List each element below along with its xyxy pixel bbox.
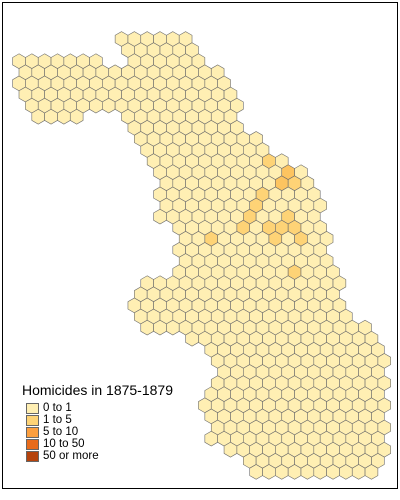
legend-swatch	[26, 402, 39, 414]
legend-label: 50 or more	[43, 450, 99, 462]
legend-item-50-or-more: 50 or more	[22, 450, 173, 462]
legend-swatch	[26, 438, 39, 450]
legend-item-0-to-1: 0 to 1	[22, 402, 173, 414]
legend-swatch	[26, 414, 39, 426]
legend-label: 10 to 50	[43, 438, 85, 450]
hex-cell	[69, 108, 84, 125]
hex-cell	[364, 464, 379, 480]
legend-label: 0 to 1	[43, 402, 72, 414]
legend-title: Homicides in 1875-1879	[22, 382, 173, 398]
legend-swatch	[26, 426, 39, 438]
hexbin-map	[12, 31, 392, 480]
legend-item-5-to-10: 5 to 10	[22, 426, 173, 438]
legend-label: 1 to 5	[43, 414, 72, 426]
legend-label: 5 to 10	[43, 426, 79, 438]
legend-swatch	[26, 450, 39, 462]
legend-item-10-to-50: 10 to 50	[22, 438, 173, 450]
map-frame: Homicides in 1875-1879 0 to 1 1 to 5 5 t…	[2, 2, 398, 489]
legend: Homicides in 1875-1879 0 to 1 1 to 5 5 t…	[22, 382, 173, 462]
legend-item-1-to-5: 1 to 5	[22, 414, 173, 426]
